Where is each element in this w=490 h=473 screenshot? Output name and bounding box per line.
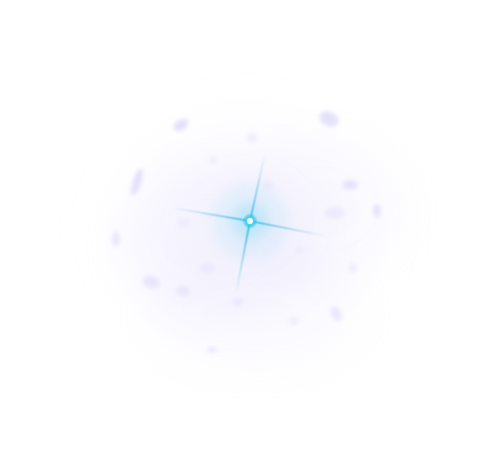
star-flare	[171, 152, 328, 296]
haze-specks	[112, 111, 381, 353]
